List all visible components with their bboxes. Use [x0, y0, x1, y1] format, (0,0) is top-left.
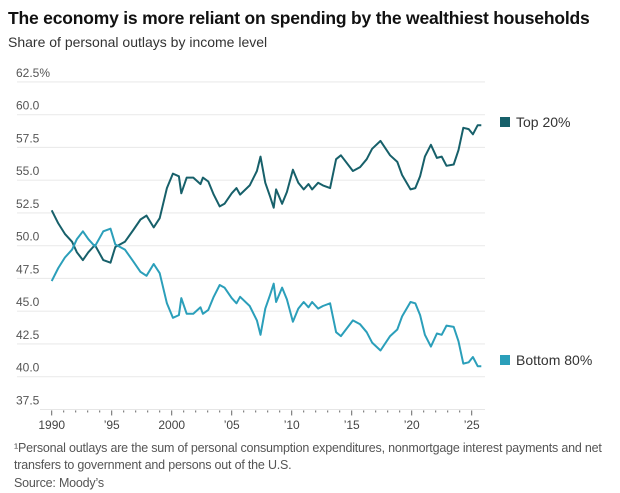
x-tick-label: ’25 — [464, 418, 480, 432]
source-note: Source: Moody’s — [14, 476, 104, 490]
y-tick-label: 47.5 — [16, 262, 40, 276]
bottom-80-line — [50, 227, 482, 368]
x-tick-label: ’15 — [344, 418, 360, 432]
y-tick-label: 52.5 — [16, 197, 40, 211]
x-tick-label: ’95 — [104, 418, 120, 432]
y-tick-label: 60.0 — [16, 99, 40, 113]
x-tick-label: ’20 — [404, 418, 420, 432]
x-tick-label: 1990 — [38, 418, 65, 432]
x-tick-label: ’05 — [224, 418, 240, 432]
y-tick-label: 50.0 — [16, 230, 40, 244]
y-tick-label: 57.5 — [16, 131, 40, 145]
top-20-line — [50, 124, 482, 264]
legend-swatch — [500, 117, 510, 127]
chart-subtitle: Share of personal outlays by income leve… — [8, 34, 268, 50]
legend-swatch — [500, 355, 510, 365]
footnote-line-1: ¹Personal outlays are the sum of persona… — [14, 441, 602, 455]
chart-title: The economy is more reliant on spending … — [8, 8, 590, 28]
legend-label: Bottom 80% — [516, 352, 592, 368]
y-tick-label: 45.0 — [16, 295, 40, 309]
y-tick-label: 55.0 — [16, 164, 40, 178]
x-tick-label: ’10 — [284, 418, 300, 432]
y-tick-label: 37.5 — [16, 393, 40, 407]
y-tick-label: 42.5 — [16, 328, 40, 342]
x-tick-label: 2000 — [158, 418, 185, 432]
y-tick-label: 40.0 — [16, 361, 40, 375]
footnote-line-2: transfers to government and persons out … — [14, 458, 292, 472]
y-tick-label: 62.5% — [16, 66, 50, 80]
legend-label: Top 20% — [516, 114, 570, 130]
